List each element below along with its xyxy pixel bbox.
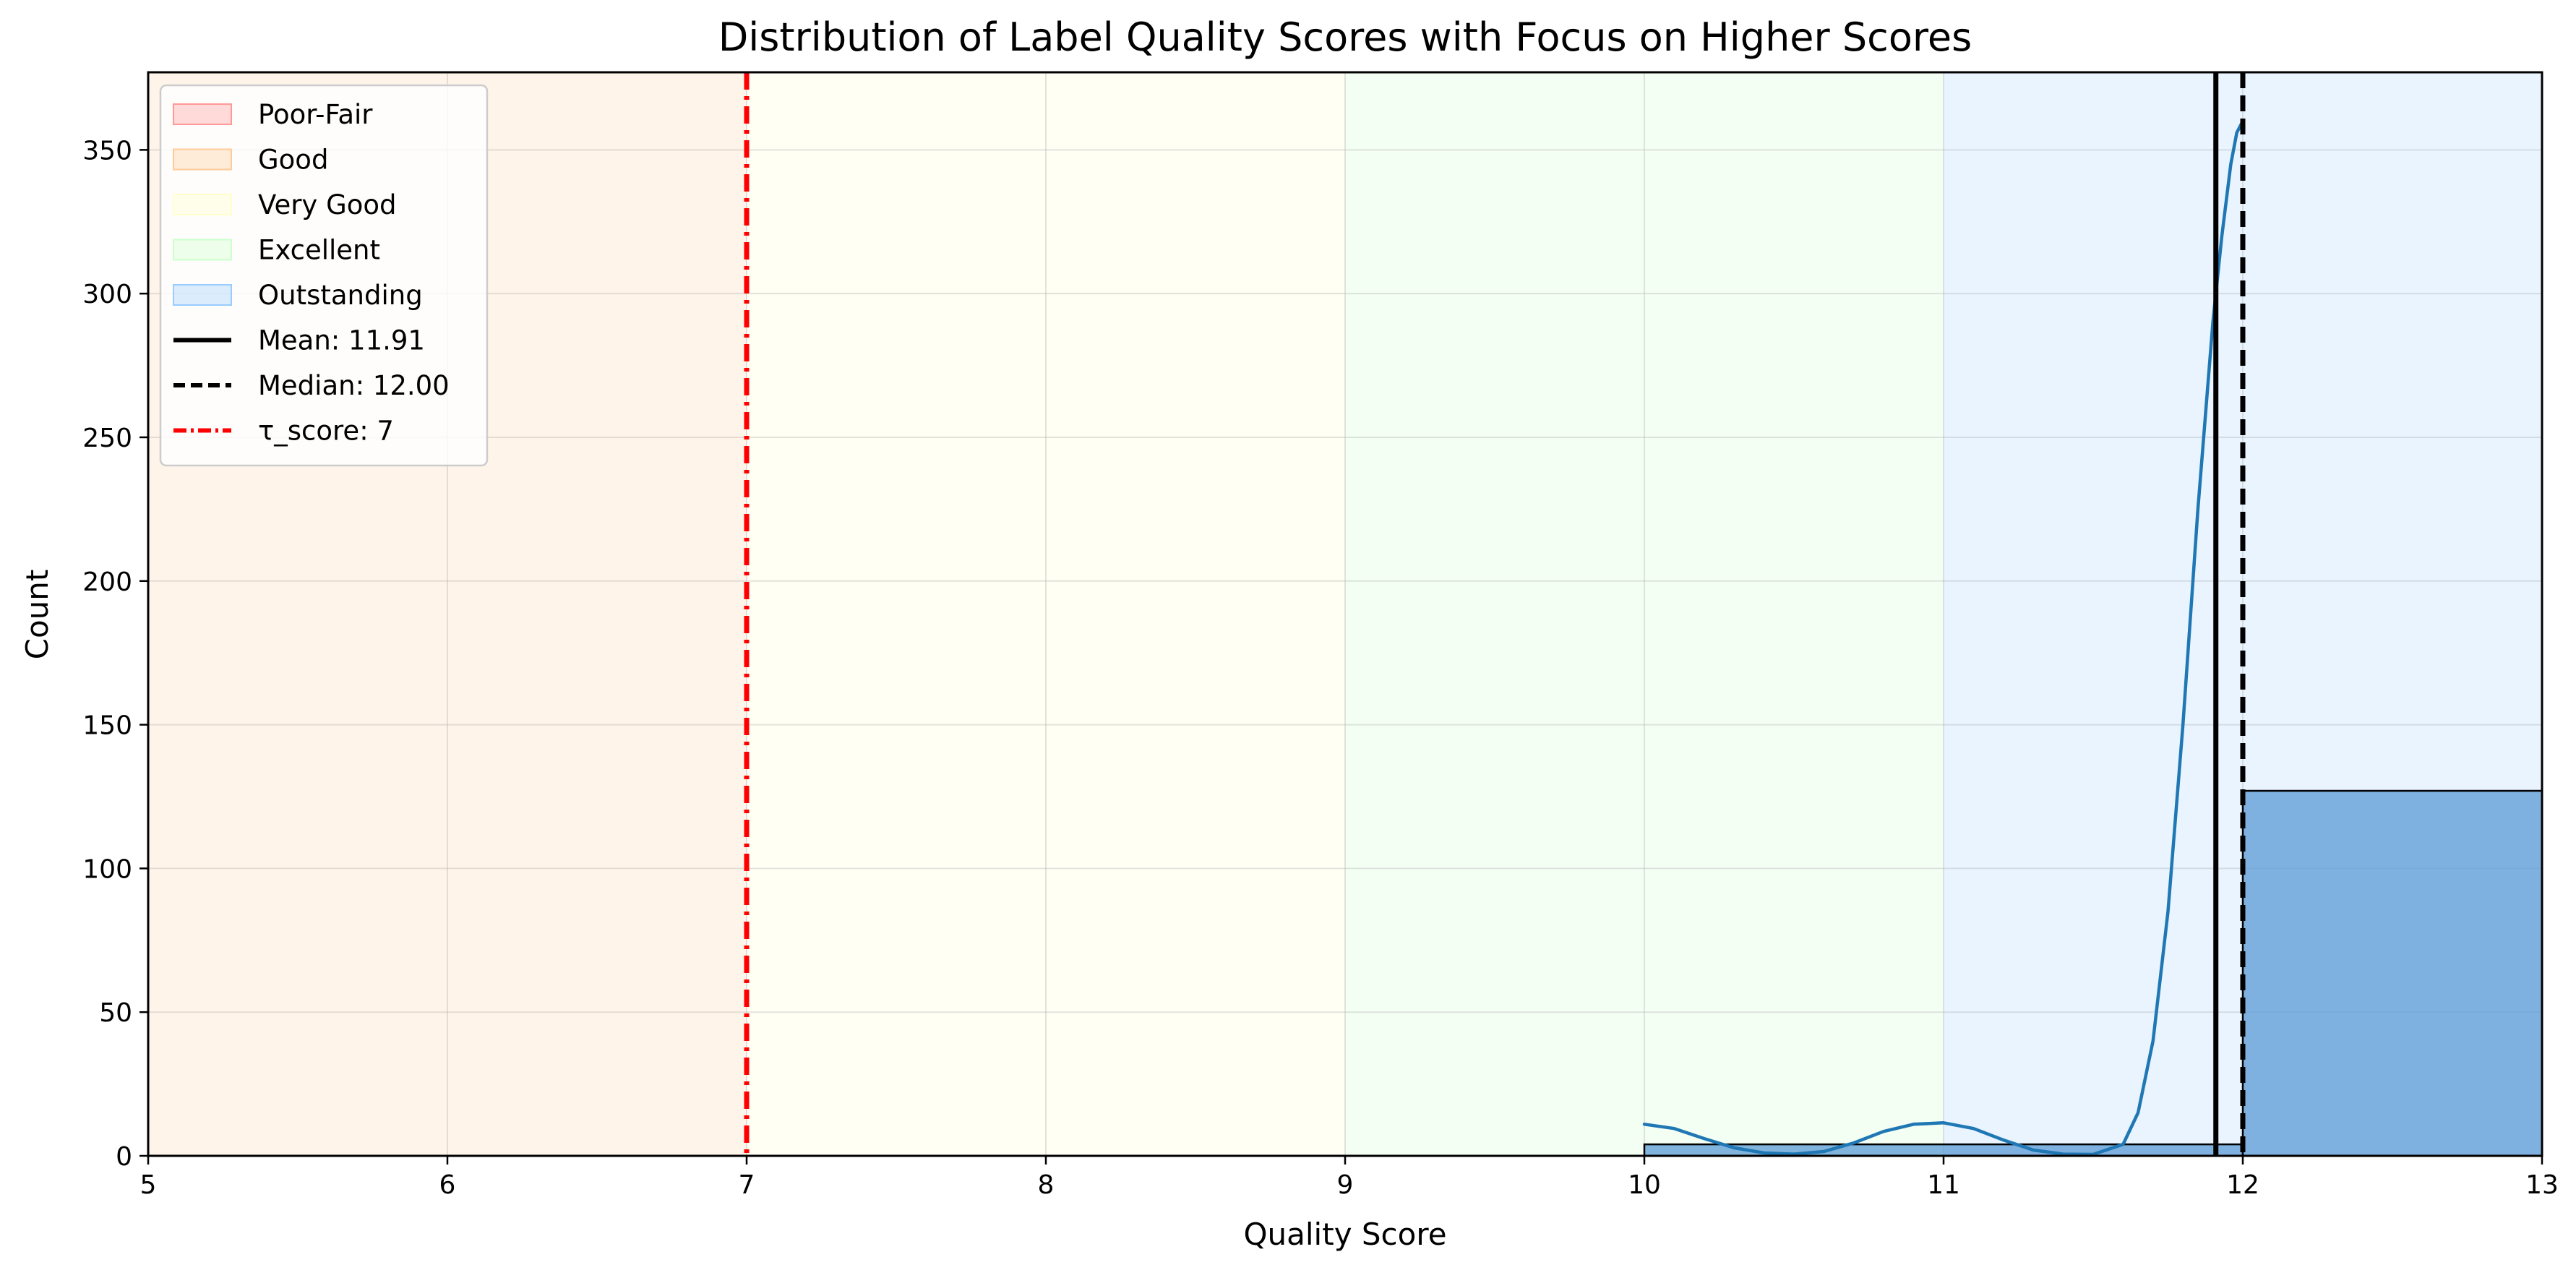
band-excellent: [1345, 72, 1944, 1156]
legend-swatch-excellent: [173, 239, 232, 261]
legend: Poor-Fair Good Very Good Excellent Outstandi…: [159, 84, 489, 467]
y-tick-label: 100: [82, 854, 132, 884]
legend-swatch-outstanding: [173, 284, 232, 306]
x-tick-label: 8: [1038, 1170, 1055, 1200]
kde-layer: [1642, 119, 2245, 1157]
legend-swatch-very-good: [173, 194, 232, 215]
legend-label-good: Good: [258, 145, 328, 176]
x-tick-label: 13: [2525, 1170, 2559, 1200]
legend-swatch-good: [173, 148, 232, 171]
x-tick-label: 10: [1628, 1170, 1661, 1200]
y-tick-label: 150: [82, 711, 132, 741]
y-tick-label: 350: [82, 136, 132, 166]
legend-label-very-good: Very Good: [258, 189, 397, 220]
legend-label-excellent: Excellent: [258, 235, 380, 266]
y-tick-label: 250: [82, 424, 132, 453]
chart-title: Distribution of Label Quality Scores wit…: [718, 14, 1972, 60]
legend-label-median: Median: 12.00: [258, 370, 450, 401]
x-tick-label: 6: [439, 1170, 456, 1200]
band-very-good: [747, 72, 1345, 1156]
histogram-bar: [2241, 789, 2543, 1157]
x-tick-label: 11: [1927, 1170, 1960, 1200]
legend-label-mean: Mean: 11.91: [258, 325, 425, 356]
x-tick-label: 12: [2226, 1170, 2259, 1200]
legend-label-poor-fair: Poor-Fair: [258, 99, 373, 130]
x-tick-label: 5: [140, 1170, 157, 1200]
x-axis: 5 6 7 8 9 10 11 12 13: [140, 1156, 2559, 1200]
legend-label-score: τ_score: 7: [258, 416, 394, 447]
x-tick-label: 9: [1337, 1170, 1354, 1200]
y-tick-label: 50: [99, 998, 132, 1028]
y-tick-label: 200: [82, 567, 132, 597]
legend-box: [159, 84, 489, 467]
x-axis-label: Quality Score: [1243, 1217, 1446, 1252]
legend-label-outstanding: Outstanding: [258, 280, 423, 311]
y-tick-label: 0: [116, 1142, 132, 1172]
y-axis: 0 50 100 150 200 250 300 350: [82, 136, 148, 1172]
y-tick-label: 300: [82, 280, 132, 309]
x-tick-label: 7: [739, 1170, 755, 1200]
kde-curve: [1642, 119, 2245, 1157]
reference-lines-layer: [744, 72, 2246, 1156]
y-axis-label: Count: [20, 570, 55, 660]
histogram-bar: [1643, 1143, 2244, 1157]
legend-swatch-poor-fair: [173, 103, 232, 125]
